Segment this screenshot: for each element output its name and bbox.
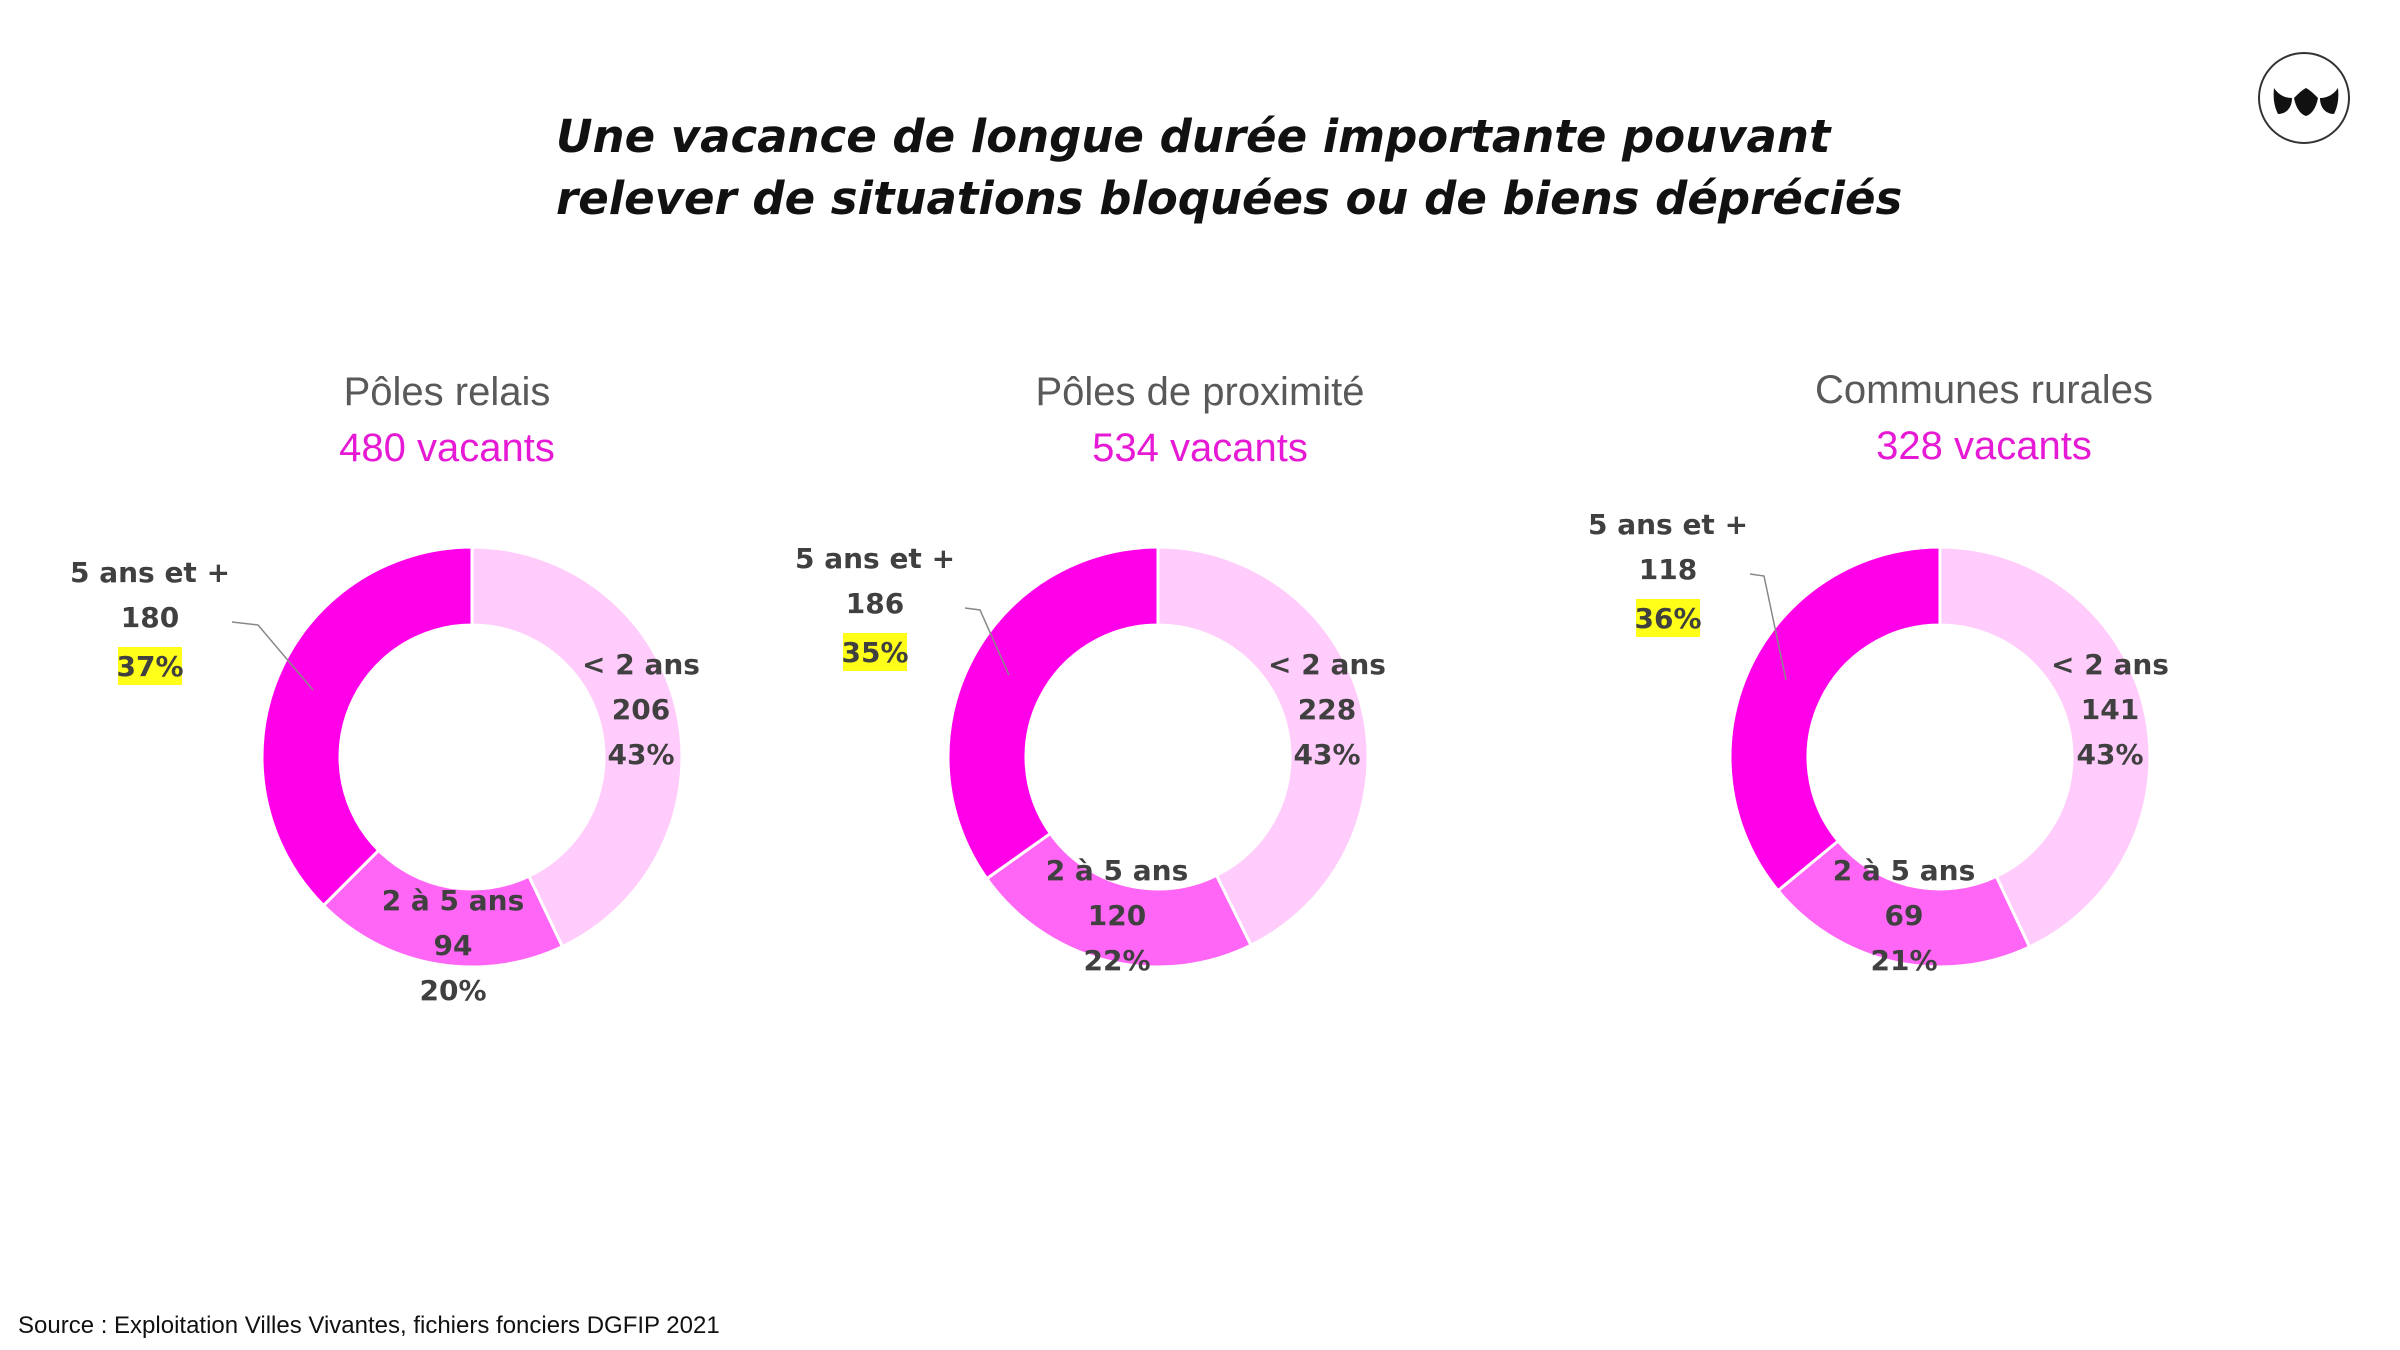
donut-slice-poles-proximite-5-ans-et-plus <box>946 545 1160 881</box>
data-label-communes-rurales-2-a-5-ans-percent: 21% <box>1870 944 1937 977</box>
highlight-communes-rurales-5-ans-et-plus <box>1636 599 1700 637</box>
data-label-poles-proximite-2-a-5-ans-percent: 22% <box>1083 944 1150 977</box>
leader-line-communes-rurales-5-ans-et-plus <box>1749 573 1787 681</box>
chart-title-communes-rurales: Communes rurales <box>1815 368 2153 412</box>
data-label-poles-proximite-2-a-5-ans-category: 2 à 5 ans <box>1046 854 1189 887</box>
data-label-poles-proximite-5-ans-et-plus-category: 5 ans et + <box>795 542 955 575</box>
chart-subtitle-poles-relais: 480 vacants <box>339 426 555 470</box>
data-label-poles-proximite-lt-2-ans-percent: 43% <box>1293 738 1360 771</box>
chart-subtitle-poles-proximite: 534 vacants <box>1092 426 1308 470</box>
villes-vivantes-logo-icon <box>2258 52 2350 144</box>
data-label-poles-proximite-2-a-5-ans-value: 120 <box>1088 899 1146 932</box>
data-label-communes-rurales-5-ans-et-plus-value: 118 <box>1639 553 1697 586</box>
donut-slice-poles-proximite-lt-2-ans <box>1156 545 1370 948</box>
panel-header-poles-proximite: Pôles de proximité 534 vacants <box>850 364 1550 476</box>
chart-title-poles-proximite: Pôles de proximité <box>1035 370 1365 414</box>
data-label-poles-proximite-lt-2-ans-category: < 2 ans <box>1268 648 1386 681</box>
donut-slice-poles-proximite-2-a-5-ans <box>984 831 1254 969</box>
donut-slice-communes-rurales-lt-2-ans <box>1938 545 2152 949</box>
data-label-poles-relais-lt-2-ans-percent: 43% <box>607 738 674 771</box>
donut-slice-communes-rurales-5-ans-et-plus <box>1728 545 1942 893</box>
data-label-poles-relais-5-ans-et-plus-percent: 37% <box>116 650 183 683</box>
data-label-poles-relais-2-a-5-ans-value: 94 <box>434 929 473 962</box>
data-label-poles-relais-2-a-5-ans-category: 2 à 5 ans <box>382 884 525 917</box>
data-label-poles-proximite-5-ans-et-plus-percent: 35% <box>841 636 908 669</box>
data-label-poles-relais-5-ans-et-plus-value: 180 <box>121 601 179 634</box>
chart-title-poles-relais: Pôles relais <box>343 370 551 414</box>
data-label-poles-relais-lt-2-ans-category: < 2 ans <box>582 648 700 681</box>
data-label-poles-proximite-lt-2-ans-value: 228 <box>1298 693 1356 726</box>
donut-slice-poles-relais-5-ans-et-plus <box>260 545 474 908</box>
data-label-poles-relais-5-ans-et-plus-category: 5 ans et + <box>70 556 230 589</box>
data-label-communes-rurales-lt-2-ans-value: 141 <box>2081 693 2139 726</box>
data-label-communes-rurales-2-a-5-ans-value: 69 <box>1885 899 1924 932</box>
data-label-poles-relais-lt-2-ans-value: 206 <box>612 693 670 726</box>
source-note: Source : Exploitation Villes Vivantes, f… <box>18 1312 720 1339</box>
panel-header-poles-relais: Pôles relais 480 vacants <box>97 364 797 476</box>
data-label-poles-relais-2-a-5-ans-percent: 20% <box>419 974 486 1007</box>
panel-header-communes-rurales: Communes rurales 328 vacants <box>1634 362 2334 474</box>
data-label-communes-rurales-2-a-5-ans-category: 2 à 5 ans <box>1833 854 1976 887</box>
data-label-communes-rurales-5-ans-et-plus-percent: 36% <box>1634 602 1701 635</box>
data-label-communes-rurales-lt-2-ans-category: < 2 ans <box>2051 648 2169 681</box>
highlight-poles-proximite-5-ans-et-plus <box>843 633 907 671</box>
chart-subtitle-communes-rurales: 328 vacants <box>1876 424 2092 468</box>
donut-slice-poles-relais-lt-2-ans <box>470 545 684 949</box>
page-title-line-1: Une vacance de longue durée importante p… <box>556 110 1831 163</box>
page-title-line-2: relever de situations bloquées ou de bie… <box>556 172 1903 225</box>
data-label-communes-rurales-5-ans-et-plus-category: 5 ans et + <box>1588 508 1748 541</box>
data-label-communes-rurales-lt-2-ans-percent: 43% <box>2076 738 2143 771</box>
highlight-poles-relais-5-ans-et-plus <box>118 647 182 685</box>
data-label-poles-proximite-5-ans-et-plus-value: 186 <box>846 587 904 620</box>
leader-line-poles-relais-5-ans-et-plus <box>231 621 314 691</box>
donut-slice-poles-relais-2-a-5-ans <box>321 848 565 969</box>
leader-line-poles-proximite-5-ans-et-plus <box>964 607 1010 676</box>
page-title: Une vacance de longue durée importante p… <box>556 106 2056 230</box>
